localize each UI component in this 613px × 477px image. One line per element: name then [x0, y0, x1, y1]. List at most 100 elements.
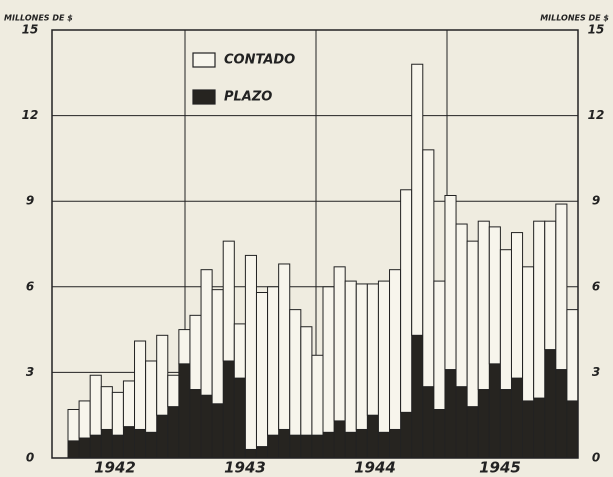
bar-segment: [156, 334, 169, 416]
bar-segment: [233, 377, 246, 459]
bar-segment: [78, 400, 91, 439]
bar-segment: [355, 428, 368, 459]
legend-swatch: [192, 52, 216, 68]
y-tick-label: 12: [22, 108, 39, 122]
legend-label: CONTADO: [224, 53, 295, 68]
bar-segment: [211, 403, 224, 459]
bar-segment: [555, 369, 568, 459]
bar-segment: [555, 203, 568, 371]
bar-segment: [222, 240, 235, 362]
bar-segment: [255, 446, 269, 459]
bar-segment: [322, 431, 335, 459]
bar-segment: [433, 408, 446, 459]
bar-segment: [111, 391, 124, 436]
bar-segment: [544, 349, 557, 459]
y2-axis-label: MILLONES DE $: [540, 14, 609, 23]
bar-segment: [333, 420, 346, 459]
y-tick-label: 6: [26, 279, 34, 293]
bar-segment: [278, 263, 291, 430]
bar-segment: [411, 63, 424, 336]
bar-segment: [200, 394, 213, 459]
bar-segment: [278, 428, 291, 459]
legend-swatch: [192, 89, 216, 105]
bar-segment: [455, 223, 468, 388]
bar-segment: [67, 440, 80, 459]
bar-segment: [466, 406, 479, 459]
year-label: 1944: [354, 459, 396, 477]
bar-segment: [522, 400, 535, 459]
bar-segment: [189, 389, 202, 459]
bar-segment: [400, 189, 413, 413]
bar-segment: [89, 374, 102, 436]
bar-segment: [311, 434, 324, 459]
bar-segment: [533, 397, 546, 459]
bar-segment: [134, 428, 147, 459]
bar-segment: [311, 354, 324, 436]
bar-segment: [322, 286, 335, 433]
bar-segment: [167, 406, 180, 459]
bar-segment: [566, 309, 579, 402]
bar-segment: [300, 434, 313, 459]
bar-segment: [267, 434, 280, 459]
bar-segment: [344, 280, 357, 433]
year-label: 1942: [94, 459, 136, 477]
bar-segment: [422, 149, 435, 388]
bar-segment: [233, 323, 246, 379]
bar-segment: [145, 360, 158, 433]
plot-frame: [51, 29, 579, 459]
bar-segment: [444, 369, 457, 459]
bar-segment: [366, 283, 379, 416]
bar-segment: [544, 220, 557, 351]
y2-tick-label: 12: [588, 108, 605, 122]
bar-segment: [267, 286, 280, 436]
bar-segment: [333, 266, 346, 422]
bar-segment: [167, 374, 180, 408]
bar-segment: [377, 431, 391, 459]
bar-segment: [422, 386, 435, 459]
y2-tick-label: 15: [588, 23, 605, 37]
bar-segment: [344, 431, 357, 459]
bar-segment: [444, 194, 457, 371]
bar-segment: [389, 269, 402, 430]
bar-segment: [89, 434, 102, 459]
bar-segment: [122, 426, 136, 459]
bar-segment: [100, 428, 113, 459]
bar-segment: [533, 220, 546, 399]
bar-segment: [134, 340, 147, 430]
y-axis-label: MILLONES DE $: [4, 14, 73, 23]
bar-segment: [111, 434, 124, 459]
bar-segment: [122, 380, 136, 428]
bar-segment: [289, 434, 302, 459]
bar-segment: [200, 269, 213, 396]
y2-tick-label: 0: [592, 451, 600, 465]
bar-segment: [156, 414, 169, 459]
bar-segment: [78, 437, 91, 459]
y-tick-label: 9: [26, 194, 34, 208]
bar-segment: [389, 428, 402, 459]
bar-segment: [366, 414, 379, 459]
bar-segment: [67, 408, 80, 442]
bar-segment: [145, 431, 158, 459]
bar-segment: [244, 254, 257, 450]
bar-segment: [522, 266, 535, 402]
bar-segment: [477, 389, 490, 459]
bar-segment: [433, 280, 446, 410]
bar-segment: [499, 389, 512, 459]
y-tick-label: 0: [26, 451, 34, 465]
y-tick-label: 15: [22, 23, 39, 37]
y-tick-label: 3: [26, 365, 34, 379]
year-label: 1945: [479, 459, 521, 477]
y2-tick-label: 6: [592, 279, 600, 293]
bar-segment: [510, 377, 524, 459]
bar-segment: [510, 232, 524, 379]
bar-segment: [255, 292, 269, 448]
bar-segment: [244, 448, 257, 459]
bar-segment: [455, 386, 468, 459]
bar-segment: [400, 411, 413, 459]
bar-segment: [289, 309, 302, 436]
bar-segment: [355, 283, 368, 430]
bar-segment: [411, 334, 424, 459]
bar-segment: [178, 329, 191, 365]
y2-tick-label: 9: [592, 194, 600, 208]
